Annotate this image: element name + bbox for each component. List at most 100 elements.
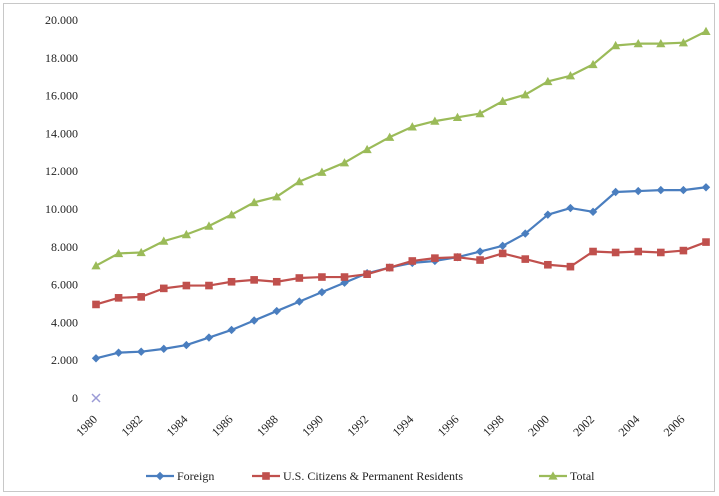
y-tick-label: 4.000 (51, 315, 78, 329)
y-tick-label: 10.000 (45, 202, 78, 216)
series-triangle (91, 26, 711, 270)
legend-label: U.S. Citizens & Permanent Residents (283, 469, 463, 483)
data-point (678, 38, 689, 47)
x-tick-label: 2006 (661, 412, 688, 439)
legend-item: Total (539, 469, 595, 483)
data-point (589, 247, 597, 256)
data-point (521, 229, 530, 238)
data-point (317, 287, 327, 297)
data-point (114, 294, 123, 302)
x-tick-label: 1986 (209, 412, 236, 439)
data-point (317, 167, 327, 176)
data-point (498, 249, 507, 258)
series-square (92, 238, 710, 309)
data-point (679, 246, 688, 255)
series-diamond (91, 183, 711, 363)
data-point (92, 300, 100, 309)
data-point (385, 263, 394, 272)
series-line (95, 241, 707, 306)
data-point (431, 254, 439, 262)
data-point (634, 247, 643, 256)
data-point (272, 277, 281, 286)
data-point (262, 472, 270, 480)
data-point (182, 281, 191, 290)
data-point (113, 248, 124, 258)
data-point (407, 122, 417, 131)
x-axis: 1980 1982 1984 1986 1988 1990 1992 1994 1996 1998… (73, 412, 687, 439)
data-point (408, 257, 417, 265)
data-point (226, 210, 237, 219)
data-point (588, 59, 598, 69)
y-axis: 0 2.000 4.000 6.000 8.000 10.000 12.000 14.000 1… (45, 13, 78, 405)
data-point (205, 281, 213, 290)
origin-x-stroke (91, 393, 101, 403)
x-tick-label: 2000 (525, 412, 552, 439)
data-point (249, 316, 259, 325)
legend: Foreign U.S. Citizens & Permanent Residen… (146, 469, 595, 483)
data-point (181, 229, 191, 239)
x-tick-label: 1988 (254, 412, 281, 439)
y-tick-label: 8.000 (51, 240, 78, 254)
data-point (453, 253, 462, 261)
data-point (548, 471, 558, 480)
y-tick-label: 18.000 (45, 51, 78, 65)
data-point (272, 192, 282, 201)
line-chart: 0 2.000 4.000 6.000 8.000 10.000 12.000 14.000 1… (45, 13, 711, 483)
data-point (476, 256, 484, 264)
data-point (566, 262, 575, 271)
data-point (204, 333, 214, 342)
y-tick-label: 20.000 (45, 13, 78, 27)
data-point (521, 255, 530, 263)
x-tick-label: 1980 (73, 412, 100, 439)
data-point (91, 354, 101, 363)
y-tick-label: 6.000 (51, 278, 78, 292)
data-point (565, 71, 576, 80)
data-point (363, 270, 371, 279)
data-point (272, 306, 281, 316)
data-point (249, 197, 259, 207)
data-point (295, 274, 304, 282)
x-tick-label: 1982 (118, 412, 145, 439)
data-point (702, 238, 710, 246)
data-point (227, 325, 236, 335)
data-point (498, 96, 508, 105)
data-point (430, 116, 440, 125)
y-tick-label: 2.000 (51, 353, 78, 367)
x-tick-label: 1992 (344, 412, 371, 439)
x-tick-label: 1996 (435, 412, 462, 439)
data-point (114, 348, 123, 357)
x-tick-label: 1998 (480, 412, 507, 439)
data-point (339, 158, 350, 167)
x-tick-label: 2004 (615, 412, 642, 439)
data-point (520, 90, 530, 99)
data-point (250, 276, 258, 284)
data-point (318, 273, 326, 281)
data-point (136, 247, 146, 257)
data-point (657, 248, 665, 257)
data-point (656, 185, 666, 195)
data-point (566, 203, 575, 213)
data-point (588, 207, 598, 217)
data-point (91, 261, 101, 270)
data-point (294, 176, 304, 186)
series-line (95, 30, 707, 267)
data-point (498, 241, 507, 251)
y-tick-label: 0 (72, 391, 78, 405)
data-point (136, 347, 146, 356)
data-point (137, 293, 145, 301)
data-point (159, 236, 169, 245)
y-tick-label: 16.000 (45, 89, 78, 103)
data-point (544, 260, 552, 269)
data-point (633, 39, 643, 48)
y-tick-label: 12.000 (45, 164, 78, 178)
chart-frame: 0 2.000 4.000 6.000 8.000 10.000 12.000 14.000 1… (3, 3, 715, 492)
data-point (159, 284, 168, 293)
data-point (227, 277, 236, 286)
legend-label: Foreign (177, 469, 214, 483)
data-point (340, 273, 349, 281)
y-tick-label: 14.000 (45, 126, 78, 140)
legend-item: U.S. Citizens & Permanent Residents (252, 469, 463, 483)
data-point (159, 344, 168, 354)
data-point (155, 471, 165, 481)
data-point (543, 210, 553, 219)
